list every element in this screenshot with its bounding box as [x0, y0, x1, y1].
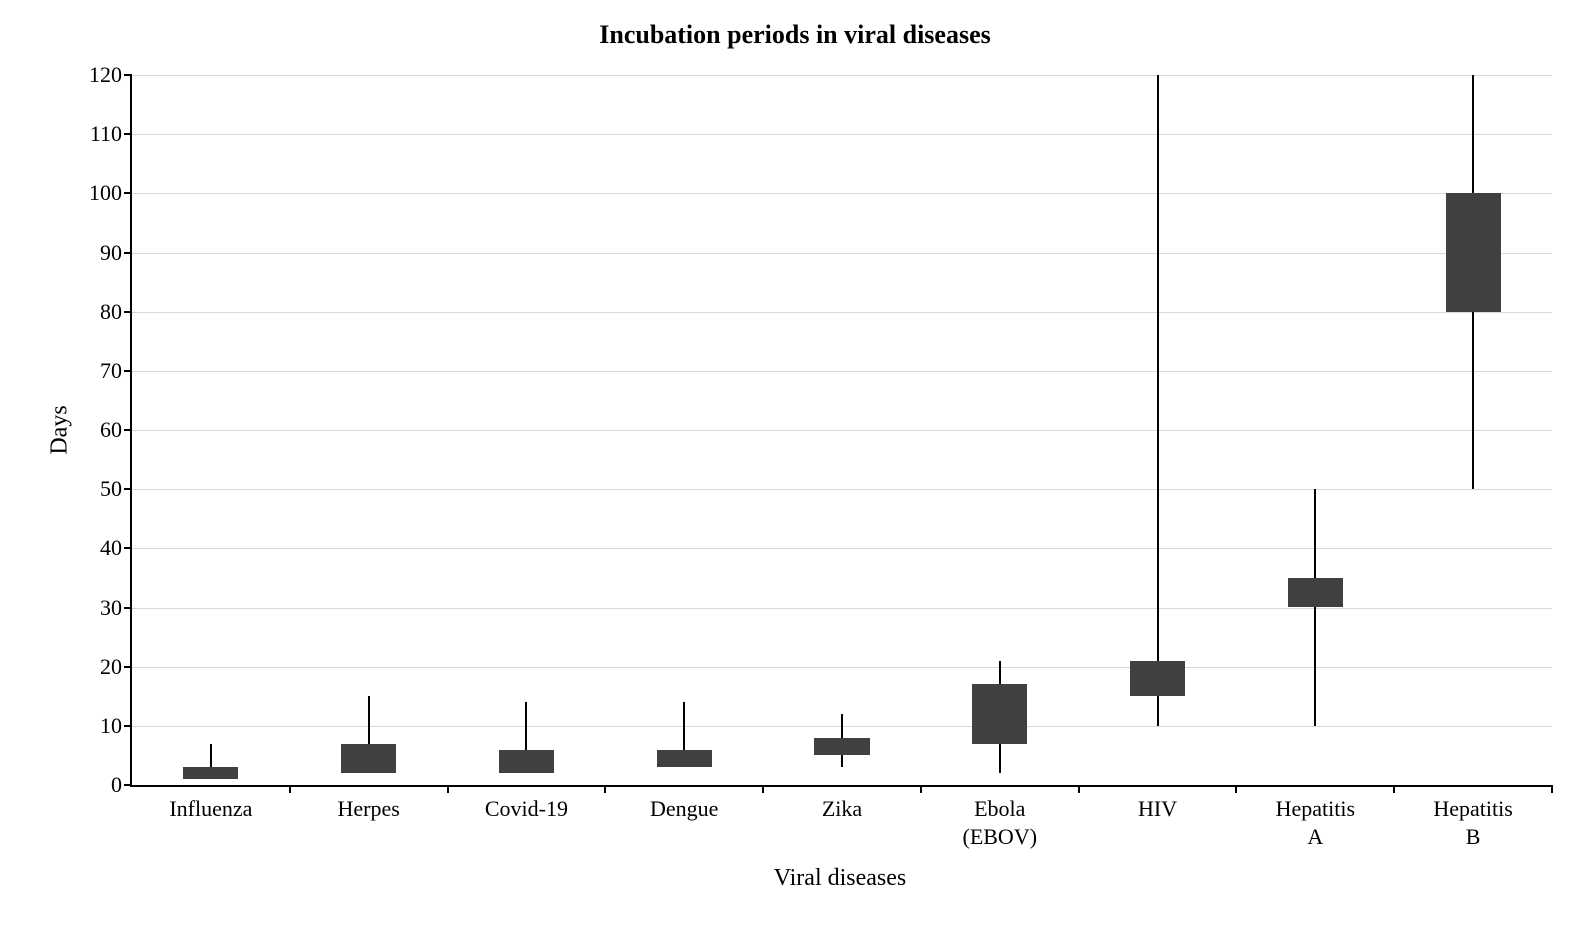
- chart-container: Incubation periods in viral diseases 010…: [20, 20, 1570, 925]
- whisker: [1314, 489, 1316, 726]
- gridline: [132, 548, 1552, 549]
- box: [183, 767, 238, 779]
- box: [1130, 661, 1185, 697]
- box: [814, 738, 869, 756]
- box: [341, 744, 396, 774]
- xtick-mark: [1078, 785, 1080, 793]
- gridline: [132, 608, 1552, 609]
- whisker: [1157, 75, 1159, 726]
- gridline: [132, 75, 1552, 76]
- box: [657, 750, 712, 768]
- ytick-label: 60: [100, 417, 132, 443]
- gridline: [132, 489, 1552, 490]
- box: [499, 750, 554, 774]
- xtick-mark: [1393, 785, 1395, 793]
- xtick-label: Influenza: [169, 785, 252, 823]
- gridline: [132, 193, 1552, 194]
- plot-area: 0102030405060708090100110120InfluenzaHer…: [130, 75, 1552, 787]
- box: [972, 684, 1027, 743]
- ytick-label: 30: [100, 595, 132, 621]
- xtick-mark: [604, 785, 606, 793]
- xtick-label: Covid-19: [485, 785, 568, 823]
- gridline: [132, 667, 1552, 668]
- gridline: [132, 430, 1552, 431]
- gridline: [132, 253, 1552, 254]
- ytick-label: 110: [90, 121, 132, 147]
- xtick-mark: [1235, 785, 1237, 793]
- xtick-label: Herpes: [338, 785, 400, 823]
- xtick-mark: [1551, 785, 1553, 793]
- xtick-label: Dengue: [650, 785, 718, 823]
- y-axis-label: Days: [47, 405, 74, 454]
- ytick-label: 50: [100, 476, 132, 502]
- box: [1446, 193, 1501, 311]
- chart-title: Incubation periods in viral diseases: [20, 20, 1570, 50]
- xtick-mark: [447, 785, 449, 793]
- gridline: [132, 134, 1552, 135]
- xtick-label: Hepatitis B: [1433, 785, 1512, 850]
- ytick-label: 120: [89, 62, 132, 88]
- box: [1288, 578, 1343, 608]
- xtick-label: Ebola (EBOV): [962, 785, 1037, 850]
- xtick-label: Zika: [822, 785, 862, 823]
- ytick-label: 100: [89, 180, 132, 206]
- ytick-label: 20: [100, 654, 132, 680]
- gridline: [132, 371, 1552, 372]
- xtick-mark: [762, 785, 764, 793]
- xtick-label: Hepatitis A: [1276, 785, 1355, 850]
- ytick-label: 10: [100, 713, 132, 739]
- xtick-label: HIV: [1138, 785, 1177, 823]
- ytick-label: 70: [100, 358, 132, 384]
- xtick-mark: [289, 785, 291, 793]
- gridline: [132, 312, 1552, 313]
- ytick-label: 90: [100, 240, 132, 266]
- ytick-label: 80: [100, 299, 132, 325]
- ytick-label: 40: [100, 535, 132, 561]
- x-axis-label: Viral diseases: [774, 865, 907, 892]
- ytick-label: 0: [111, 772, 132, 798]
- xtick-mark: [920, 785, 922, 793]
